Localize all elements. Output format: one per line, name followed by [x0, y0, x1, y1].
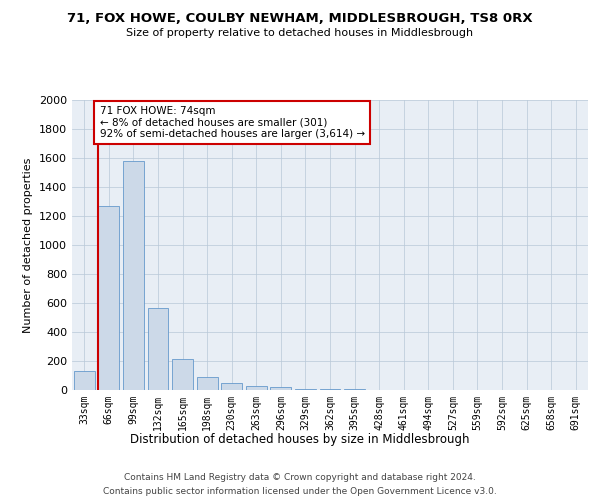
Bar — [172, 359, 193, 390]
Text: 71, FOX HOWE, COULBY NEWHAM, MIDDLESBROUGH, TS8 0RX: 71, FOX HOWE, COULBY NEWHAM, MIDDLESBROU… — [67, 12, 533, 26]
Bar — [271, 387, 292, 390]
Text: Contains HM Land Registry data © Crown copyright and database right 2024.: Contains HM Land Registry data © Crown c… — [124, 472, 476, 482]
Bar — [123, 161, 144, 390]
Text: Distribution of detached houses by size in Middlesbrough: Distribution of detached houses by size … — [130, 432, 470, 446]
Bar — [98, 206, 119, 390]
Bar — [197, 377, 218, 390]
Bar — [74, 371, 95, 390]
Y-axis label: Number of detached properties: Number of detached properties — [23, 158, 34, 332]
Text: 71 FOX HOWE: 74sqm
← 8% of detached houses are smaller (301)
92% of semi-detache: 71 FOX HOWE: 74sqm ← 8% of detached hous… — [100, 106, 365, 139]
Bar — [148, 308, 169, 390]
Text: Contains public sector information licensed under the Open Government Licence v3: Contains public sector information licen… — [103, 488, 497, 496]
Bar — [295, 388, 316, 390]
Bar — [246, 386, 267, 390]
Text: Size of property relative to detached houses in Middlesbrough: Size of property relative to detached ho… — [127, 28, 473, 38]
Bar — [221, 384, 242, 390]
